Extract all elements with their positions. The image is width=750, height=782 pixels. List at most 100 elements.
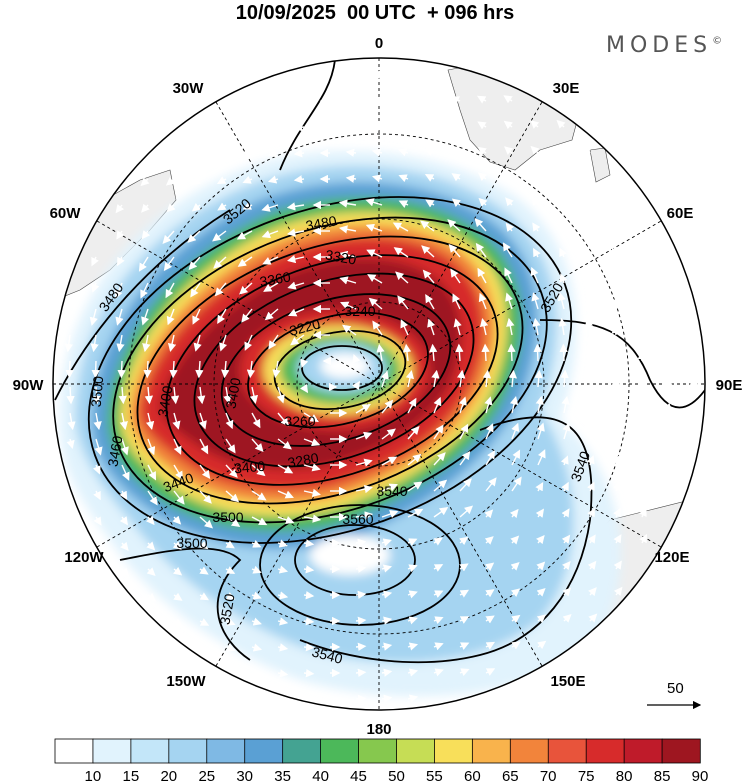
wind-arrow <box>484 396 493 414</box>
wind-arrow <box>225 566 236 574</box>
wind-arrow <box>505 222 515 232</box>
wind-arrow <box>216 123 227 132</box>
colorbar-swatch <box>396 738 436 764</box>
wind-arrow <box>287 254 305 264</box>
wind-arrow <box>587 507 596 518</box>
wind-arrow <box>351 380 361 391</box>
wind-arrow <box>477 146 487 156</box>
wind-arrow <box>199 438 209 455</box>
wind-arrow <box>457 369 466 388</box>
wind-arrow <box>381 590 393 599</box>
wind-arrow <box>303 463 321 472</box>
wind-arrow <box>173 464 184 480</box>
wind-arrow <box>141 203 150 213</box>
wind-arrow <box>530 266 539 284</box>
wind-arrow <box>638 402 647 414</box>
wind-arrow <box>478 197 488 207</box>
wind-arrow <box>212 230 227 242</box>
wind-arrow <box>557 196 567 206</box>
wind-arrow <box>277 438 292 450</box>
longitude-label: 90E <box>716 377 743 394</box>
wind-arrow <box>427 318 436 336</box>
colorbar-swatch <box>661 738 701 764</box>
wind-arrow <box>506 317 515 336</box>
wind-arrow <box>89 308 98 326</box>
wind-arrow <box>242 202 253 210</box>
wind-arrow <box>288 308 305 317</box>
wind-arrow <box>664 402 673 414</box>
contour-label: 3540 <box>310 643 344 667</box>
wind-arrow <box>485 450 496 466</box>
wind-arrow <box>450 122 461 130</box>
wind-arrow <box>146 567 156 577</box>
wind-arrow <box>611 324 620 336</box>
wind-arrow <box>531 292 540 310</box>
wind-arrow <box>481 343 490 362</box>
wind-arrow <box>477 121 487 130</box>
wind-arrow <box>121 464 130 481</box>
wind-arrow <box>613 534 622 544</box>
wind-arrow <box>293 97 305 106</box>
wind-arrow <box>663 324 672 336</box>
wind-arrow <box>272 360 281 379</box>
contour-ring <box>220 293 452 447</box>
wind-arrow <box>140 282 149 299</box>
map-disk <box>53 58 705 710</box>
wind-arrow <box>225 516 241 528</box>
wind-arrow <box>663 376 673 388</box>
colorbar-swatch <box>54 738 94 764</box>
wind-arrow <box>117 360 126 379</box>
wind-arrow <box>381 399 394 414</box>
contour-ring <box>165 254 499 486</box>
wind-arrow <box>173 566 183 576</box>
wind-arrow <box>303 668 315 678</box>
wind-arrow <box>267 123 279 132</box>
wind-arrow <box>263 282 279 292</box>
wind-arrow <box>199 540 209 550</box>
wind-arrow <box>193 334 202 352</box>
wind-arrow <box>510 588 521 597</box>
wind-arrow <box>267 175 279 184</box>
wind-arrow <box>407 481 423 492</box>
wind-arrow <box>637 221 646 232</box>
wind-arrow <box>64 334 73 353</box>
wind-arrow <box>251 643 263 652</box>
wind-arrow <box>197 386 206 405</box>
contour-ring <box>112 216 548 524</box>
contour-label: 3560 <box>342 511 373 527</box>
wind-arrow <box>612 402 621 414</box>
wind-arrow <box>583 145 592 155</box>
wind-vectors <box>64 70 699 704</box>
wind-speed-shading <box>59 150 621 697</box>
contour-label: 3400 <box>233 458 266 477</box>
wind-arrow <box>455 343 464 362</box>
wind-arrow <box>147 438 156 456</box>
wind-arrow <box>587 560 597 571</box>
colorbar-tick-label: 70 <box>540 768 557 782</box>
wind-arrow <box>508 369 518 388</box>
colorbar-tick-label: 20 <box>160 768 177 782</box>
wind-arrow <box>286 202 305 211</box>
wind-arrow <box>637 376 647 388</box>
wind-arrow <box>459 536 469 546</box>
wind-arrow <box>117 256 125 267</box>
wind-arrow <box>66 386 75 405</box>
wind-arrow <box>242 175 253 184</box>
wind-arrow <box>94 438 103 456</box>
wind-arrow <box>277 490 294 499</box>
brand-text: MODES <box>606 33 713 58</box>
wind-arrow <box>612 455 621 466</box>
wind-arrow <box>114 282 123 300</box>
wind-arrow <box>251 438 264 453</box>
wind-arrow <box>505 197 514 207</box>
wind-arrow <box>587 534 596 544</box>
reference-vector: 50 <box>647 680 702 710</box>
wind-arrow <box>405 370 415 388</box>
wind-arrow <box>458 396 467 414</box>
wind-arrow <box>504 146 514 155</box>
madagascar-land <box>589 147 611 183</box>
wind-arrow <box>146 515 155 526</box>
wind-arrow <box>433 642 444 651</box>
wind-arrow <box>613 586 623 596</box>
longitude-label: 120E <box>654 549 689 566</box>
